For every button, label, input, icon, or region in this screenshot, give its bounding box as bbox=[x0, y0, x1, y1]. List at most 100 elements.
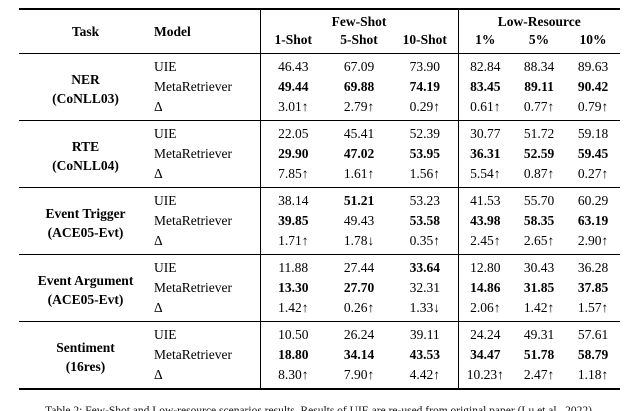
task-label: Event Trigger (ACE05-Evt) bbox=[19, 187, 152, 255]
table-row: RTE (CoNLL04) UIE 22.05 45.41 52.39 30.77 51.72… bbox=[19, 120, 621, 188]
model-label: MetaRetriever bbox=[154, 347, 232, 362]
model-label: MetaRetriever bbox=[154, 79, 232, 94]
value-cell: 27.70 bbox=[343, 280, 375, 295]
value-cell: 0.29↑ bbox=[409, 99, 440, 114]
table-row: MetaRetriever 39.85 49.43 53.58 43.98 58.35 63… bbox=[19, 211, 620, 231]
col-header-1pct: 1% bbox=[457, 31, 513, 54]
value-cell: 34.14 bbox=[343, 347, 375, 362]
table-row: Δ 1.42↑ 0.26↑ 1.33↓ 2.06↑ 1.42↑ 1.57↑ bbox=[19, 298, 620, 322]
value-cell: 0.77↑ bbox=[523, 99, 555, 114]
value-cell: 31.85 bbox=[523, 280, 555, 295]
task-label-line: Sentiment bbox=[56, 339, 115, 355]
value-cell: 89.11 bbox=[524, 79, 554, 94]
table-row: Event Trigger (ACE05-Evt) UIE 38.14 51.21 53.… bbox=[19, 187, 621, 255]
value-cell: 43.98 bbox=[457, 211, 513, 231]
value-cell: 0.79↑ bbox=[577, 99, 609, 114]
value-cell: 82.84 bbox=[457, 53, 513, 77]
value-cell: 1.42↑ bbox=[259, 298, 326, 322]
table-row: MetaRetriever 29.90 47.02 53.95 36.31 52.59 59… bbox=[19, 144, 620, 164]
value-cell: 52.59 bbox=[523, 146, 555, 161]
value-cell: 49.43 bbox=[343, 213, 375, 228]
task-label: Sentiment (16res) bbox=[19, 321, 152, 389]
value-cell: 10.23↑ bbox=[457, 365, 513, 389]
group-header-row: Task Model Few-Shot Low-Resource bbox=[19, 9, 621, 39]
value-cell: 2.06↑ bbox=[457, 298, 513, 322]
col-header-5pct: 5% bbox=[528, 32, 550, 47]
value-cell: 43.53 bbox=[409, 347, 440, 362]
model-label: UIE bbox=[152, 254, 260, 278]
value-cell: 1.33↓ bbox=[409, 300, 440, 315]
value-cell: 1.56↑ bbox=[409, 166, 440, 181]
model-label: Δ bbox=[154, 233, 163, 248]
value-cell: 58.79 bbox=[577, 347, 609, 362]
value-cell: 32.31 bbox=[409, 280, 440, 295]
value-cell: 1.71↑ bbox=[259, 231, 326, 255]
value-cell: 59.18 bbox=[566, 120, 621, 144]
value-cell: 2.90↑ bbox=[577, 233, 609, 248]
table-row: MetaRetriever 13.30 27.70 32.31 14.86 31.85 37… bbox=[19, 278, 620, 298]
value-cell: 52.39 bbox=[392, 120, 459, 144]
task-label-line: (CoNLL04) bbox=[52, 157, 119, 173]
col-header-10pct: 10% bbox=[579, 32, 607, 47]
value-cell: 2.47↑ bbox=[523, 367, 555, 382]
task-label-line: RTE bbox=[71, 138, 100, 154]
value-cell: 51.72 bbox=[512, 120, 567, 144]
col-header-model: Model bbox=[154, 23, 191, 39]
value-cell: 39.11 bbox=[392, 321, 459, 345]
value-cell: 30.43 bbox=[512, 254, 567, 278]
table-row: Δ 3.01↑ 2.79↑ 0.29↑ 0.61↑ 0.77↑ 0.79↑ bbox=[19, 97, 620, 121]
task-label-line: NER bbox=[71, 71, 100, 87]
value-cell: 1.42↑ bbox=[523, 300, 555, 315]
value-cell: 0.87↑ bbox=[523, 166, 555, 181]
results-table: Task Model Few-Shot Low-Resource 1-Shot … bbox=[19, 8, 621, 390]
value-cell: 49.44 bbox=[259, 77, 326, 97]
table-header: Task Model Few-Shot Low-Resource 1-Shot … bbox=[19, 9, 621, 54]
value-cell: 26.24 bbox=[326, 321, 392, 345]
value-cell: 24.24 bbox=[457, 321, 513, 345]
value-cell: 41.53 bbox=[457, 187, 513, 211]
value-cell: 74.19 bbox=[409, 79, 440, 94]
task-label-line: (CoNLL03) bbox=[52, 90, 119, 106]
value-cell: 67.09 bbox=[326, 53, 392, 77]
value-cell: 39.85 bbox=[259, 211, 326, 231]
value-cell: 2.79↑ bbox=[343, 99, 375, 114]
table-row: Sentiment (16res) UIE 10.50 26.24 39.11 24.24 4… bbox=[19, 321, 621, 389]
value-cell: 58.35 bbox=[523, 213, 555, 228]
value-cell: 0.35↑ bbox=[409, 233, 440, 248]
value-cell: 1.18↑ bbox=[577, 367, 609, 382]
value-cell: 69.88 bbox=[343, 79, 375, 94]
model-label: UIE bbox=[152, 321, 260, 345]
table-row: MetaRetriever 49.44 69.88 74.19 83.45 89.11 90… bbox=[19, 77, 620, 97]
col-header-10shot: 10-Shot bbox=[402, 32, 447, 47]
model-label: MetaRetriever bbox=[154, 146, 232, 161]
value-cell: 53.95 bbox=[409, 146, 440, 161]
value-cell: 53.23 bbox=[392, 187, 459, 211]
value-cell: 1.61↑ bbox=[343, 166, 375, 181]
value-cell: 3.01↑ bbox=[259, 97, 326, 121]
value-cell: 49.31 bbox=[512, 321, 567, 345]
task-label: NER (CoNLL03) bbox=[19, 53, 152, 121]
value-cell: 34.47 bbox=[457, 345, 513, 365]
task-label-line: (ACE05-Evt) bbox=[47, 291, 124, 307]
model-label: MetaRetriever bbox=[154, 280, 232, 295]
value-cell: 45.41 bbox=[326, 120, 392, 144]
value-cell: 63.19 bbox=[577, 213, 609, 228]
model-label: Δ bbox=[154, 300, 163, 315]
value-cell: 0.61↑ bbox=[457, 97, 513, 121]
col-header-1shot: 1-Shot bbox=[259, 31, 326, 54]
task-label-line: Event Argument bbox=[37, 272, 134, 288]
value-cell: 14.86 bbox=[457, 278, 513, 298]
table-row: Event Argument (ACE05-Evt) UIE 11.88 27.44 33… bbox=[19, 254, 621, 322]
value-cell: 7.85↑ bbox=[259, 164, 326, 188]
value-cell: 29.90 bbox=[259, 144, 326, 164]
value-cell: 57.61 bbox=[566, 321, 621, 345]
value-cell: 36.31 bbox=[457, 144, 513, 164]
task-label: RTE (CoNLL04) bbox=[19, 120, 152, 188]
group-header-low-resource: Low-Resource bbox=[457, 9, 621, 31]
value-cell: 83.45 bbox=[457, 77, 513, 97]
task-label-line: (ACE05-Evt) bbox=[47, 224, 124, 240]
value-cell: 8.30↑ bbox=[259, 365, 326, 389]
table-row: NER (CoNLL03) UIE 46.43 67.09 73.90 82.84 88.34… bbox=[19, 53, 621, 121]
value-cell: 2.65↑ bbox=[523, 233, 555, 248]
table-row: MetaRetriever 18.80 34.14 43.53 34.47 51.78 58… bbox=[19, 345, 620, 365]
